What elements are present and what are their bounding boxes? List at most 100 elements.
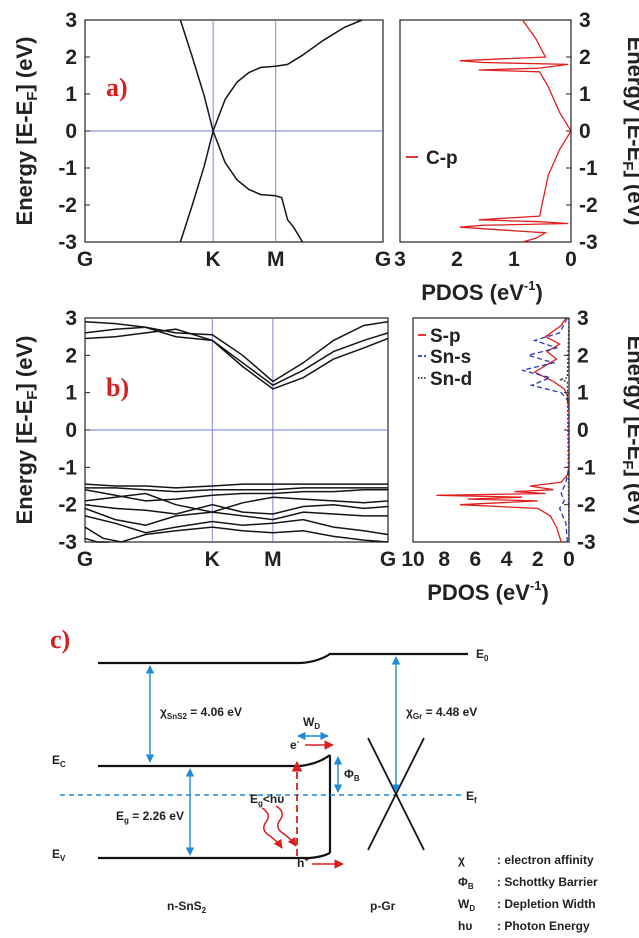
xtick-label: 4: [501, 548, 513, 571]
legend-sym-wd: WD: [458, 897, 475, 913]
vacuum-level-line: [98, 652, 468, 665]
ytick-label: -2: [579, 194, 598, 217]
legend-sym-hv: hυ: [458, 919, 472, 933]
xtick-label: 0: [563, 548, 575, 571]
n-sns2-label: n-SnS2: [167, 899, 207, 915]
ytick-label: -1: [58, 456, 77, 479]
ytick-label: -1: [579, 157, 598, 180]
panel-a-xlabel: PDOS (eV-1): [421, 278, 543, 305]
kpoint-label: G: [77, 548, 93, 571]
ytick-label: 0: [577, 419, 589, 442]
legend-desc-chi: : electron affinity: [497, 853, 594, 867]
ev-label: EV: [52, 847, 66, 863]
ytick-label: 0: [579, 120, 591, 143]
e0-label: E0: [476, 647, 489, 663]
panel-a-pdos: -3 -2 -1 0 1 2 3 3 2 1 0 C-p PDOS (eV-1) Energy […: [394, 9, 639, 305]
ytick-label: 3: [65, 9, 77, 32]
legend-desc-phib: : Schottky Barrier: [497, 875, 598, 889]
ytick-label: 2: [579, 46, 591, 69]
xtick-label: 2: [532, 548, 544, 571]
band-line: [84, 483, 388, 489]
band-line: [84, 328, 389, 390]
panel-a-ylabel: Energy [E-EF] (eV): [12, 37, 41, 226]
ytick-label: 3: [65, 307, 77, 330]
xtick-label: 3: [394, 248, 406, 271]
eg-label: Eg = 2.26 eV: [116, 809, 184, 825]
band-line: [84, 537, 110, 543]
kpoint-label: K: [205, 548, 220, 571]
legend-sym-chi: χ: [458, 853, 465, 867]
band-line: [179, 65, 276, 243]
ytick-label: -3: [58, 531, 77, 554]
panel-a-legend: C-p: [406, 148, 458, 169]
panel-a-pdos-frame: [399, 19, 572, 243]
ytick-label: 1: [579, 83, 591, 106]
band-line: [84, 515, 389, 536]
xtick-label: 10: [401, 548, 424, 571]
kpoint-label: G: [375, 248, 391, 271]
photon-wave-2: [275, 805, 297, 847]
pdos-series-sn-d: [559, 317, 570, 543]
ytick-label: 3: [579, 9, 591, 32]
band-line: [84, 488, 388, 502]
ytick-label: -3: [58, 231, 77, 254]
ytick-label: -1: [577, 456, 596, 479]
ytick-label: 0: [65, 120, 77, 143]
ec-label: EC: [52, 753, 66, 769]
ytick-label: 2: [577, 344, 589, 367]
panel-a-bands: -3 -2 -1 0 1 2 3 G K M G a) Energy [E-EF] (eV): [12, 9, 391, 271]
kpoint-label: M: [267, 248, 285, 271]
p-gr-label: p-Gr: [370, 899, 396, 913]
legend-label-sp: S-p: [430, 326, 461, 347]
legend-label-sns: Sn-s: [430, 347, 471, 368]
xtick-label: 6: [470, 548, 482, 571]
panel-b-legend: S-p Sn-s Sn-d: [418, 326, 472, 390]
legend-label-cp: C-p: [426, 148, 458, 169]
ytick-label: 1: [65, 83, 77, 106]
panel-a-label: a): [106, 73, 128, 102]
ytick-label: -2: [58, 494, 77, 517]
pdos-series-c-p: [459, 19, 572, 243]
kpoint-label: K: [206, 248, 221, 271]
band-line: [275, 195, 304, 243]
band-line: [84, 526, 389, 543]
kpoint-label: G: [77, 248, 93, 271]
band-line: [212, 130, 276, 197]
panel-b-xlabel: PDOS (eV-1): [427, 578, 549, 605]
electron-label: e-: [290, 737, 300, 752]
ytick-label: 3: [577, 307, 589, 330]
graphene-cone-line-2: [367, 737, 425, 851]
band-line: [84, 326, 389, 387]
band-line: [179, 19, 214, 132]
legend-label-snd: Sn-d: [430, 369, 472, 390]
legend-desc-hv: : Photon Energy: [497, 919, 590, 933]
ytick-label: 1: [577, 382, 589, 405]
conduction-band-edge: [98, 754, 331, 768]
phib-label: ΦB: [344, 767, 360, 783]
ytick-label: -3: [579, 231, 598, 254]
xtick-label: 8: [438, 548, 450, 571]
wd-label: WD: [303, 715, 320, 731]
photon-wave-1: [261, 807, 283, 849]
band-line: [84, 507, 388, 526]
band-line: [84, 320, 389, 383]
legend-sym-phib: ΦB: [458, 875, 474, 891]
valence-band-edge: [98, 852, 331, 860]
ytick-label: -2: [577, 494, 596, 517]
ytick-label: -1: [58, 157, 77, 180]
xtick-label: 2: [451, 248, 463, 271]
chi-sns2-label: χSnS2 = 4.06 eV: [160, 705, 242, 721]
kpoint-label: M: [264, 548, 282, 571]
kpoint-label: G: [380, 548, 396, 571]
pdos-series-s-p: [436, 317, 570, 543]
panel-a-pdos-ylabel: Energy [E-EF] (eV): [619, 37, 639, 226]
ef-label: Ef: [466, 789, 477, 805]
ytick-label: 1: [65, 382, 77, 405]
ytick-label: -3: [577, 531, 596, 554]
chi-gr-label: χGr = 4.48 eV: [406, 705, 477, 721]
legend-desc-wd: : Depletion Width: [497, 897, 596, 911]
panel-c-diagram: c) E0 EC EV Ef χSnS2 = 4.06 eV χGr = 4.4…: [50, 625, 598, 933]
band-line: [84, 503, 389, 515]
